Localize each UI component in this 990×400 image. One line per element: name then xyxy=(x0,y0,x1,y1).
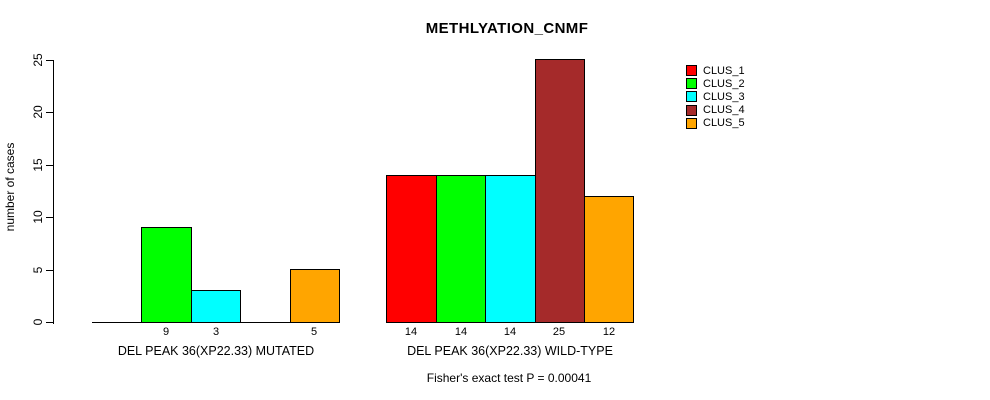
legend-label: CLUS_5 xyxy=(703,117,745,130)
y-tick xyxy=(46,270,53,271)
legend-label: CLUS_3 xyxy=(703,90,745,103)
legend-swatch-icon xyxy=(686,65,697,77)
legend: CLUS_1 CLUS_2 CLUS_3 CLUS_4 CLUS_5 xyxy=(686,64,745,130)
bar-value-label: 12 xyxy=(602,326,616,338)
y-tick xyxy=(46,217,53,218)
bar-clus-4-group2 xyxy=(535,59,585,323)
y-tick xyxy=(46,322,53,323)
y-tick-label: 25 xyxy=(31,53,45,67)
legend-item: CLUS_1 xyxy=(686,64,745,77)
y-tick-label: 15 xyxy=(31,158,45,172)
y-tick xyxy=(46,112,53,113)
legend-label: CLUS_4 xyxy=(703,104,745,117)
group-label: DEL PEAK 36(XP22.33) MUTATED xyxy=(117,344,315,358)
bar-clus-5-group1 xyxy=(290,269,340,323)
bar-value-label: 14 xyxy=(454,326,468,338)
y-tick-label: 0 xyxy=(31,318,45,326)
bar-value-label: 25 xyxy=(552,326,566,338)
legend-swatch-icon xyxy=(686,78,697,90)
bar-clus-5-group2 xyxy=(584,196,634,323)
legend-item: CLUS_2 xyxy=(686,77,745,90)
bar-clus-3-group2 xyxy=(485,175,536,323)
y-tick xyxy=(46,60,53,61)
y-axis-line xyxy=(53,60,54,324)
y-tick xyxy=(46,165,53,166)
legend-item: CLUS_4 xyxy=(686,104,745,117)
bar-value-label: 5 xyxy=(310,326,318,338)
chart-title: METHLYATION_CNMF xyxy=(425,20,589,37)
bar-clus-3-group1 xyxy=(191,290,241,323)
y-tick-label: 10 xyxy=(31,210,45,224)
footer-annotation: Fisher's exact test P = 0.00041 xyxy=(426,371,592,385)
legend-swatch-icon xyxy=(686,117,697,129)
y-tick-label: 20 xyxy=(31,105,45,119)
bar-value-label: 14 xyxy=(404,326,418,338)
legend-label: CLUS_1 xyxy=(703,64,745,77)
y-tick-label: 5 xyxy=(31,266,45,274)
bar-value-label: 3 xyxy=(212,326,220,338)
legend-item: CLUS_5 xyxy=(686,117,745,130)
legend-label: CLUS_2 xyxy=(703,77,745,90)
bar-clus-2-group1 xyxy=(141,227,192,323)
legend-item: CLUS_3 xyxy=(686,90,745,103)
legend-swatch-icon xyxy=(686,104,697,116)
bar-clus-1-group2 xyxy=(386,175,437,323)
bar-clus-2-group2 xyxy=(436,175,486,323)
legend-swatch-icon xyxy=(686,91,697,103)
bar-value-label: 14 xyxy=(503,326,517,338)
group-label: DEL PEAK 36(XP22.33) WILD-TYPE xyxy=(407,344,613,358)
bar-value-label: 9 xyxy=(162,326,170,338)
